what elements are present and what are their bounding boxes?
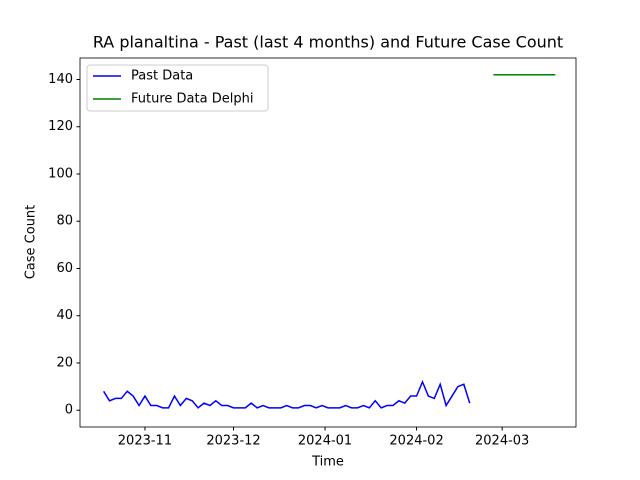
x-tick-label: 2023-12 [206,434,260,449]
x-tick-label: 2023-11 [118,434,172,449]
y-tick-label: 140 [48,72,73,87]
y-tick-label: 120 [48,119,73,134]
x-axis-label: Time [311,455,344,470]
y-tick-label: 0 [65,403,73,418]
data-line [102,379,471,409]
y-tick-label: 60 [56,261,73,276]
legend-label: Future Data Delphi [131,92,253,107]
y-tick-label: 40 [56,308,73,323]
x-tick-label: 2024-01 [298,434,352,449]
y-tick-label: 80 [56,214,73,229]
chart-title: RA planaltina - Past (last 4 months) and… [93,33,563,52]
plot-frame [79,57,577,428]
x-tick-label: 2024-03 [475,434,529,449]
legend-box [86,64,269,112]
x-tick-label: 2024-02 [389,434,443,449]
legend-label: Past Data [131,69,193,84]
y-axis-label: Case Count [24,205,39,280]
y-tick-label: 100 [48,166,73,181]
y-tick-label: 20 [56,355,73,370]
